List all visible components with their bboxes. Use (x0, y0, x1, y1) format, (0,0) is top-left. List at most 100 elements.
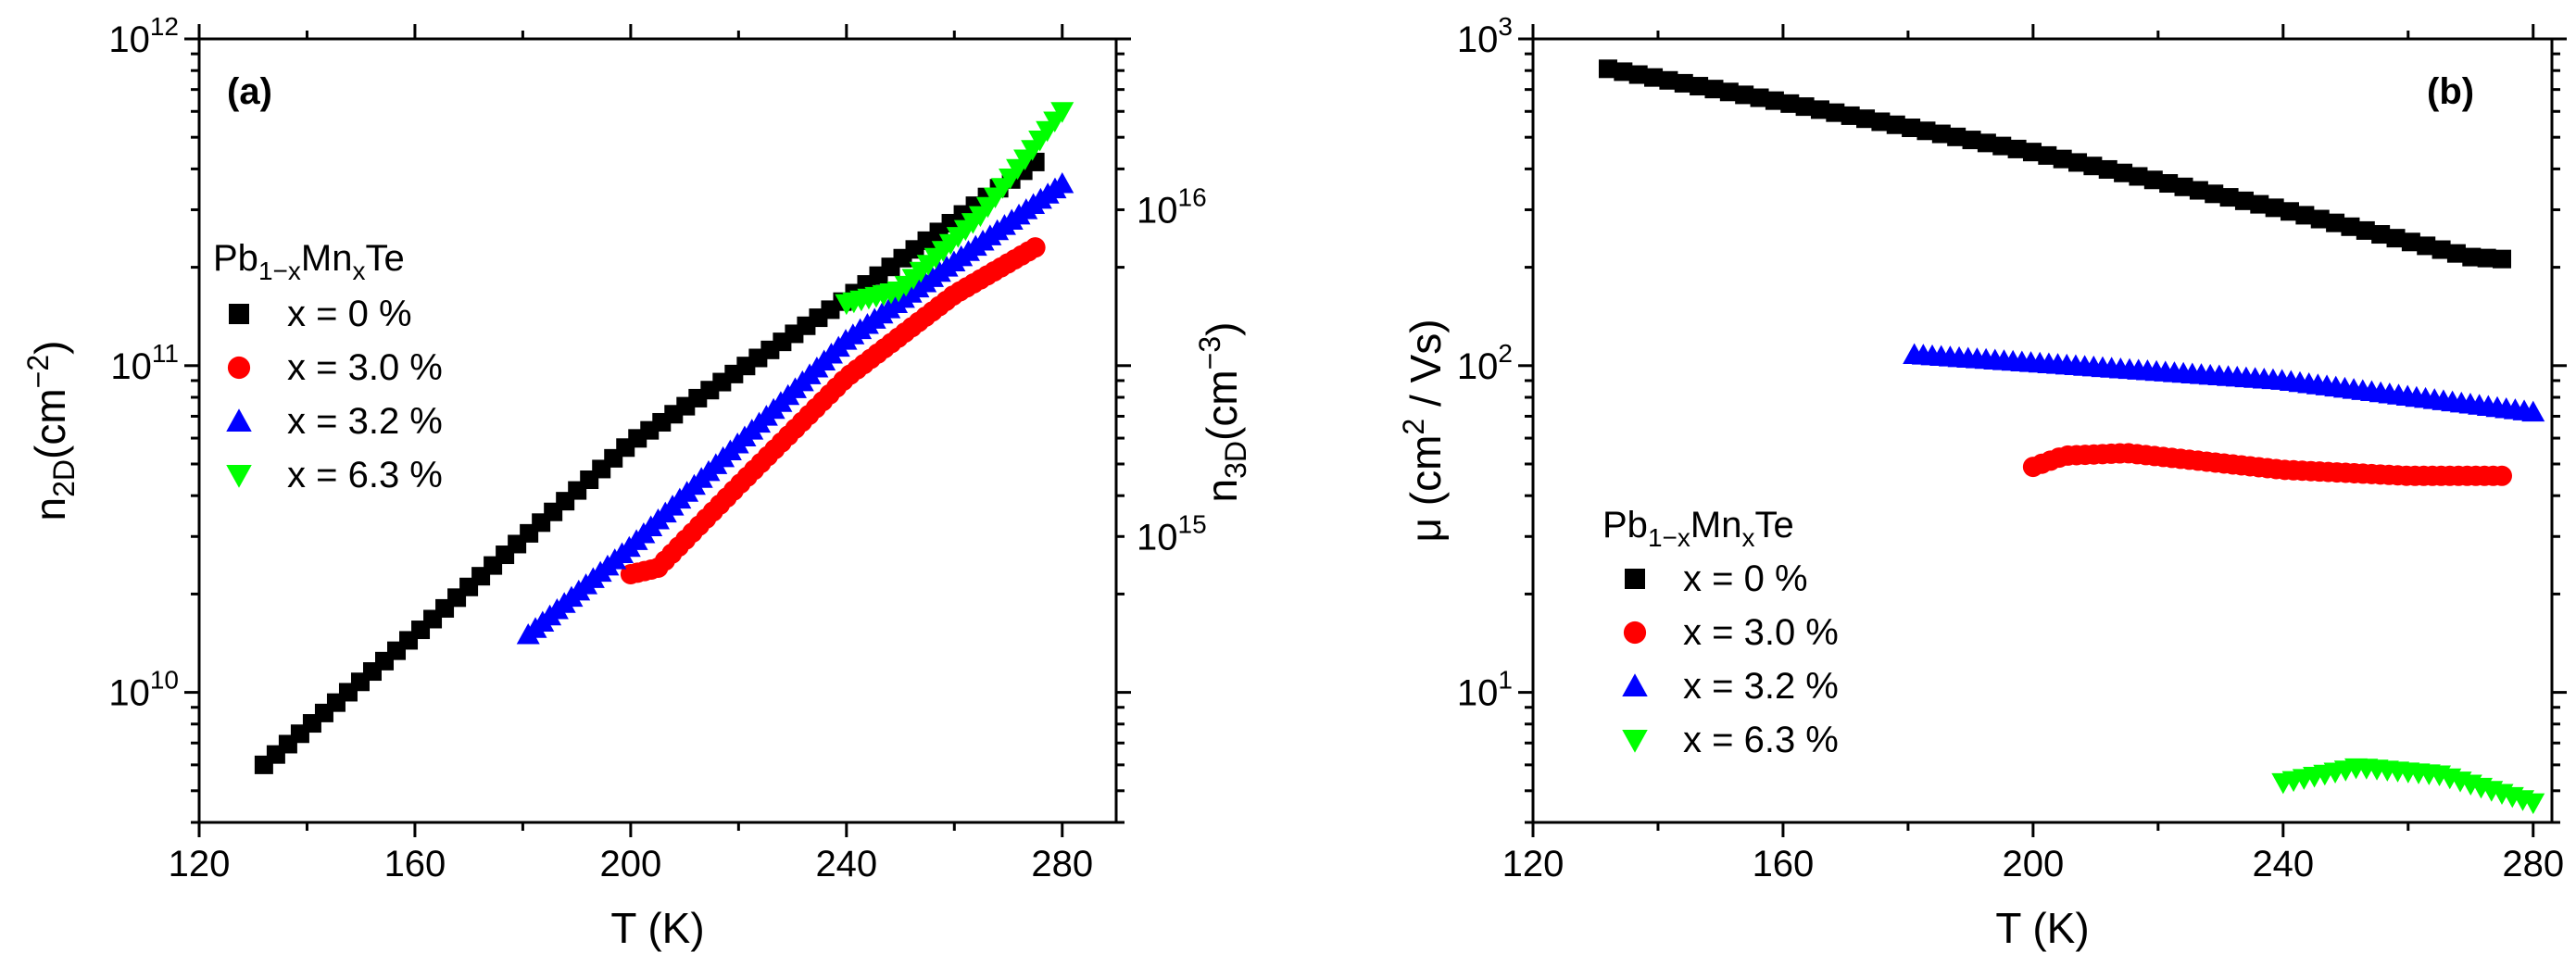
series-b-0 (1598, 59, 2512, 269)
legend-a: Pb1−xMnxTe x = 0 % x = 3.0 % x = 3.2 % x = 6… (213, 238, 443, 495)
data-point (1826, 103, 1845, 122)
data-point (2068, 153, 2088, 172)
data-point (2356, 220, 2375, 240)
data-point (1704, 80, 1724, 99)
data-point (1659, 70, 1678, 90)
data-point (1674, 73, 1693, 93)
data-point (2417, 236, 2436, 256)
legend-marker (1625, 569, 1645, 589)
y-axis-a: 1010 1011 1012 n2D(cm−2) (21, 12, 1131, 824)
y-tick-label-b: 101 (1457, 666, 1513, 714)
data-point (1628, 65, 1648, 84)
series-a-1 (620, 237, 1046, 584)
data-point (2281, 202, 2300, 221)
legend-label: x = 3.2 % (287, 401, 443, 442)
data-point (2174, 177, 2193, 196)
legend-label: x = 6.3 % (1683, 720, 1839, 760)
y-axis-title-b: μ (cm2 / Vs) (1397, 319, 1450, 542)
legend-marker (1622, 730, 1648, 753)
data-point (2386, 229, 2406, 248)
panel-a: 120 160 200 240 280 T (K) 1010 1011 1012 n2D(cm−2… (21, 12, 1252, 952)
data-point (2038, 145, 2057, 165)
plot-frame-a (197, 37, 1118, 824)
x-tick-label-a: 160 (384, 844, 446, 884)
y-tick-label-a: 1010 (108, 666, 179, 714)
legend-label: x = 6.3 % (287, 455, 443, 495)
data-point (1871, 112, 1891, 132)
data-point (2265, 198, 2284, 218)
data-point (1886, 115, 1905, 134)
right-axis-title-a: n3D(cm−3) (1193, 322, 1252, 503)
x-tick-label-a: 120 (169, 844, 231, 884)
data-point (1780, 94, 1800, 113)
data-point (2462, 247, 2482, 267)
legend-b: Pb1−xMnxTe x = 0 % x = 3.0 % x = 3.2 % x = 6… (1602, 505, 1839, 760)
data-point (2053, 149, 2072, 169)
data-point (2401, 232, 2420, 252)
data-point (2521, 400, 2545, 422)
x-tick-label-a: 280 (1031, 844, 1093, 884)
data-point (2310, 209, 2330, 229)
data-point (1750, 88, 1769, 107)
legend-label: x = 3.0 % (287, 347, 443, 388)
data-point (1795, 97, 1815, 117)
panel-b: 120 160 200 240 280 T (K) 101 102 103 μ (cm2 / Vs… (1397, 12, 2567, 952)
legend-marker (226, 408, 252, 432)
data-point (2326, 213, 2345, 232)
y-tick-label-b: 102 (1457, 339, 1513, 387)
y-axis-b: 101 102 103 μ (cm2 / Vs) (1397, 12, 2567, 824)
legend-label: x = 3.2 % (1683, 666, 1839, 707)
data-point (1765, 91, 1784, 110)
data-point (1598, 59, 1617, 79)
data-point (2205, 184, 2224, 204)
data-point (1050, 102, 1074, 123)
x-axis-title-b: T (K) (1995, 904, 2089, 952)
legend-marker (229, 304, 249, 324)
data-point (1841, 106, 1860, 125)
data-point (2234, 191, 2254, 210)
data-point (2493, 249, 2512, 269)
data-point (1614, 62, 1633, 82)
legend-marker (1623, 621, 1647, 645)
x-axis-b: 120 160 200 240 280 T (K) (1502, 24, 2564, 952)
data-point (2341, 217, 2360, 236)
data-point (1947, 127, 1967, 146)
data-point (2098, 159, 2117, 179)
series-a-3 (835, 102, 1074, 316)
panel-label-b: (b) (2427, 71, 2474, 112)
data-point (2521, 793, 2545, 815)
data-point (1690, 77, 1709, 96)
legend-marker (226, 465, 252, 488)
data-point (2083, 157, 2103, 176)
data-point (1810, 100, 1829, 119)
data-point (2250, 194, 2269, 214)
data-point (2477, 248, 2496, 268)
legend-label: x = 0 % (1683, 558, 1808, 599)
plot-frame-b (1531, 37, 2554, 824)
series-a-0 (254, 152, 1045, 774)
x-tick-label-b: 200 (2003, 844, 2065, 884)
x-tick-label-b: 120 (1502, 844, 1564, 884)
x-axis-title-a: T (K) (610, 904, 704, 952)
y-axis-title-a: n2D(cm−2) (21, 341, 81, 521)
series-a-2 (516, 172, 1074, 645)
series-b-1 (2022, 443, 2513, 486)
x-tick-label-a: 240 (815, 844, 877, 884)
data-point (1992, 136, 2012, 156)
right-tick-label-a: 1016 (1137, 182, 1207, 231)
data-point (2431, 240, 2451, 259)
data-point (1644, 68, 1664, 87)
data-point (2446, 244, 2466, 263)
data-point (1931, 124, 1951, 144)
y-tick-label-a: 1012 (108, 12, 179, 60)
legend-label: x = 0 % (287, 294, 412, 334)
legend-marker (227, 356, 251, 380)
x-tick-label-a: 200 (600, 844, 662, 884)
y-tick-label-b: 103 (1457, 12, 1513, 60)
x-tick-label-b: 240 (2252, 844, 2314, 884)
y-tick-label-a: 1011 (110, 339, 179, 387)
legend-title-b: Pb1−xMnxTe (1602, 505, 1794, 552)
data-point (2189, 181, 2208, 200)
